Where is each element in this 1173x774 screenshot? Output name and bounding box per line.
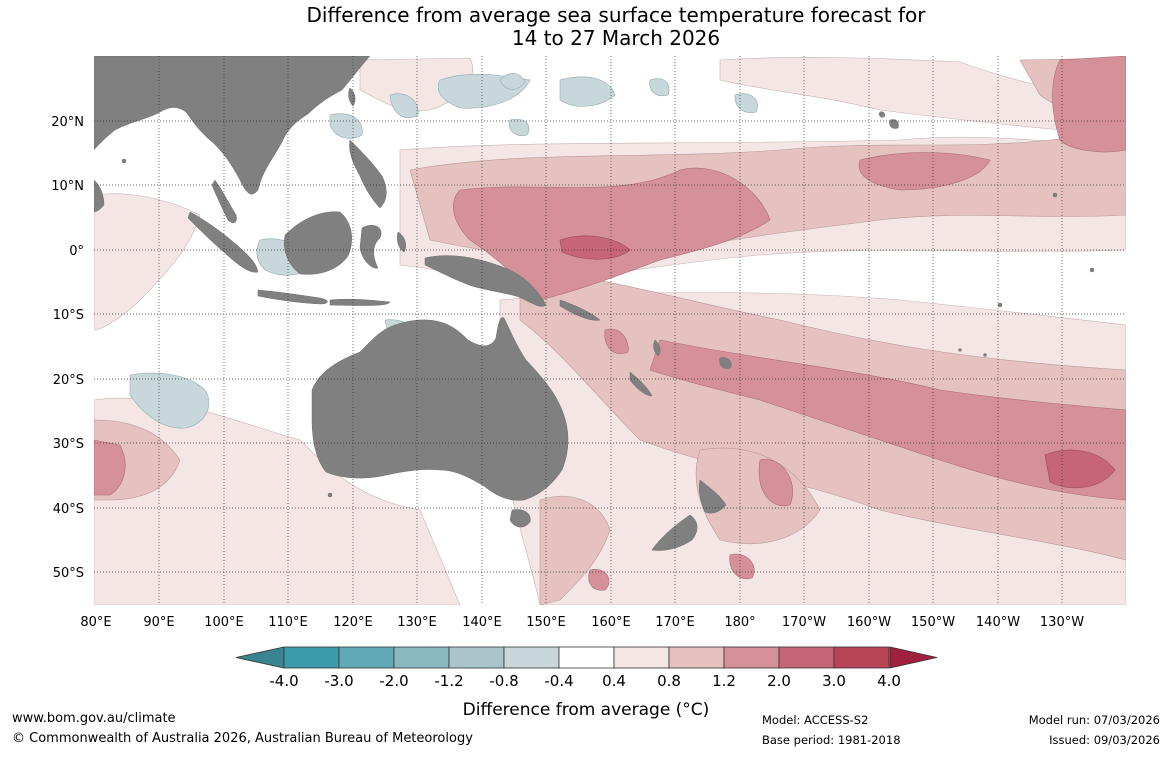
graticule (94, 56, 1126, 605)
latitude-labels: 20°N 10°N 0° 10°S 20°S 30°S 40°S 50°S (51, 115, 84, 581)
title-line-2: 14 to 27 March 2026 (511, 26, 721, 50)
colorbar-tick: -3.0 (324, 672, 353, 690)
colorbar-under-triangle (235, 646, 285, 669)
lon-label: 120°E (333, 615, 373, 630)
lon-label: 100°E (204, 615, 244, 630)
lon-label: 140°E (462, 615, 502, 630)
lat-label: 0° (69, 244, 84, 259)
lat-label: 10°S (53, 308, 84, 323)
colorbar-tick: 0.4 (602, 672, 626, 690)
land-masses (94, 56, 1095, 551)
colorbar-swatch (393, 646, 450, 669)
lon-label: 80°E (80, 615, 111, 630)
lon-label: 160°E (591, 615, 631, 630)
lat-label: 10°N (51, 179, 84, 194)
lat-label: 20°S (53, 373, 84, 388)
title-line-1: Difference from average sea surface temp… (306, 3, 926, 27)
colorbar-label: Difference from average (°C) (463, 700, 710, 720)
lon-label: 160°W (847, 615, 891, 630)
colorbar-swatch (338, 646, 395, 669)
colorbar-over-triangle (889, 646, 938, 669)
colorbar-tick: 3.0 (822, 672, 846, 690)
colorbar-tick: 1.2 (712, 672, 736, 690)
lat-label: 30°S (53, 437, 84, 452)
colorbar-tick: 0.8 (657, 672, 681, 690)
colorbar-tick: 2.0 (767, 672, 791, 690)
lon-label: 180° (724, 615, 755, 630)
colorbar-swatch (723, 646, 780, 669)
map-area (94, 56, 1126, 605)
base-period: Base period: 1981-2018 (762, 733, 901, 747)
anomaly-2.0-3.0-region (559, 235, 1116, 489)
colorbar-swatch (613, 646, 670, 669)
model-run-date: Model run: 07/03/2026 (1028, 713, 1160, 727)
longitude-labels: 80°E 90°E 100°E 110°E 120°E 130°E 140°E … (80, 615, 1084, 630)
lon-label: 170°W (782, 615, 826, 630)
anomaly-1.2-2.0-region (94, 56, 1126, 591)
map-title: Difference from average sea surface temp… (0, 4, 1173, 50)
colorbar-tick: -4.0 (269, 672, 298, 690)
colorbar-tick: -0.8 (489, 672, 518, 690)
colorbar: -4.0 -3.0 -2.0 -1.2 -0.8 -0.4 0.4 0.8 1.… (235, 646, 938, 720)
colorbar-swatch (668, 646, 725, 669)
colorbar-tick: -0.4 (544, 672, 573, 690)
lon-label: 130°E (397, 615, 437, 630)
lon-label: 110°E (268, 615, 308, 630)
colorbar-swatch (503, 646, 560, 669)
lon-label: 170°E (655, 615, 695, 630)
colorbar-tick: 4.0 (877, 672, 901, 690)
website-url[interactable]: www.bom.gov.au/climate (12, 711, 176, 726)
lat-label: 40°S (53, 502, 84, 517)
lon-label: 150°W (911, 615, 955, 630)
lon-label: 130°W (1040, 615, 1084, 630)
lon-label: 150°E (526, 615, 566, 630)
model-name: Model: ACCESS-S2 (762, 713, 869, 727)
lat-label: 20°N (51, 115, 84, 130)
colorbar-swatch (833, 646, 890, 669)
colorbar-swatch (558, 646, 615, 669)
colorbar-swatch (283, 646, 340, 669)
colorbar-tick: -2.0 (379, 672, 408, 690)
colorbar-swatch (778, 646, 835, 669)
copyright-text: © Commonwealth of Australia 2026, Austra… (12, 731, 473, 746)
lon-label: 140°W (976, 615, 1020, 630)
colorbar-tick: -1.2 (434, 672, 463, 690)
colorbar-swatch (448, 646, 505, 669)
lat-label: 50°S (53, 566, 84, 581)
lon-label: 90°E (143, 615, 174, 630)
issued-date: Issued: 09/03/2026 (1049, 733, 1160, 747)
